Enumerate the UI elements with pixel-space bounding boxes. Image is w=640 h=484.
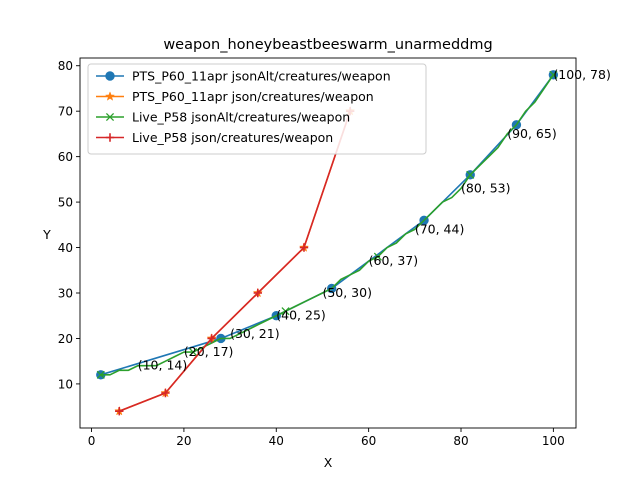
y-tick-label: 40 [58,241,73,255]
data-point [115,406,124,416]
data-point [549,70,558,79]
point-label: (80, 53) [461,180,511,195]
legend: PTS_P60_11apr jsonAlt/creatures/weapon PT… [87,63,427,155]
point-label: (40, 25) [276,308,326,323]
point-label: (50, 30) [322,285,372,300]
point-label: (20, 17) [184,344,234,359]
axes: 0 20 40 60 80 100 10 20 30 40 50 60 70 80 [58,57,577,448]
legend-marker-swatch [105,112,115,122]
y-tick-label: 80 [58,59,73,73]
y-tick-label: 50 [58,196,73,210]
legend-marker-swatch [104,91,116,101]
legend-label: PTS_P60_11apr jsonAlt/creatures/weapon [132,69,391,84]
series-line [118,110,351,412]
legend-marker-swatch [105,133,115,142]
series-3 [96,70,558,379]
legend-entry-1: PTS_P60_11apr jsonAlt/creatures/weapon [96,69,391,84]
legend-label: PTS_P60_11apr json/creatures/weapon [132,89,374,104]
plot-area: (10, 14)(20, 17) (30, 21) (40, 25) (50, 30)… [96,67,611,416]
legend-label: Live_P58 jsonAlt/creatures/weapon [132,110,350,125]
point-label: (90, 65) [507,126,557,141]
legend-entry-3: Live_P58 jsonAlt/creatures/weapon [96,110,350,125]
legend-label: Live_P58 json/creatures/weapon [132,130,333,145]
y-tick-label: 60 [58,150,73,164]
data-point [281,307,290,316]
data-point [207,334,216,343]
y-tick-label: 20 [58,332,73,346]
y-tick-label: 70 [58,105,73,119]
x-tick-label: 100 [542,434,565,448]
x-tick-label: 0 [88,434,96,448]
data-point [96,370,105,379]
y-tick-label: 10 [58,377,73,391]
chart-title: weapon_honeybeastbeeswarm_unarmeddmg [163,37,492,53]
point-label: (100, 78) [553,67,610,82]
plot-frame [79,57,577,429]
data-point [161,388,170,398]
x-tick-label: 80 [453,434,468,448]
x-axis-label: X [324,455,333,470]
x-tick-label: 40 [269,434,284,448]
data-point [253,288,263,298]
series-line [100,74,555,376]
point-label: (30, 21) [230,326,280,341]
point-label: (70, 44) [415,221,465,236]
annotation-labels: (10, 14)(20, 17) (30, 21) (40, 25) (50, 30)… [138,67,611,373]
x-tick-label: 20 [176,434,191,448]
data-point [466,170,475,179]
point-label: (60, 37) [369,253,419,268]
y-axis-label: Y [42,227,51,242]
data-point [189,348,198,357]
point-label: (10, 14) [138,358,188,373]
data-point [299,243,309,252]
legend-entry-2: PTS_P60_11apr json/creatures/weapon [96,89,374,104]
legend-marker-swatch [105,71,115,81]
legend-entry-4: Live_P58 json/creatures/weapon [96,130,333,145]
legend-box [87,63,427,155]
x-tick-label: 60 [361,434,376,448]
data-point [373,252,382,261]
y-tick-label: 30 [58,287,73,301]
